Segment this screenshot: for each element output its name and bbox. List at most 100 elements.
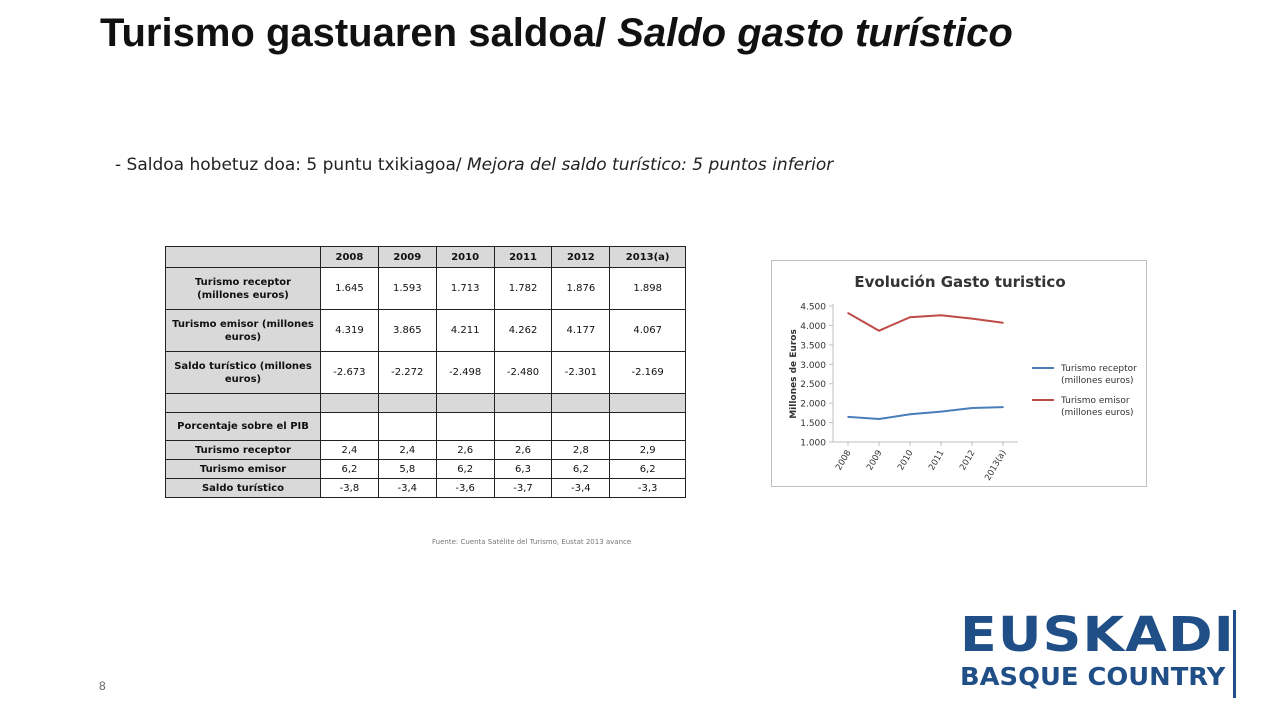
table-cell: 6,2 — [435, 459, 495, 479]
page-number: 8 — [99, 679, 106, 693]
table-spacer-row — [165, 393, 686, 413]
y-tick-label: 4.000 — [800, 322, 826, 332]
data-point — [847, 416, 849, 418]
line-chart: Evolución Gasto turistico 1.000 1.500 2.000… — [771, 260, 1147, 487]
table-cell: 4.177 — [551, 309, 611, 352]
row-label: Saldo turístico — [165, 478, 321, 498]
spacer-cell — [320, 393, 379, 413]
table-cell: 6,2 — [320, 459, 379, 479]
y-tick-label: 4.500 — [800, 303, 826, 313]
slide-title: Turismo gastuaren saldoa/ Saldo gasto tu… — [100, 8, 1100, 58]
table-corner-cell — [165, 246, 321, 268]
legend-label: Turismo emisor — [1060, 396, 1130, 406]
table-cell: 3.865 — [377, 309, 437, 352]
table-cell: 2,8 — [551, 440, 611, 460]
series-line-receptor — [847, 406, 1004, 421]
y-tick-label: 1.500 — [800, 419, 826, 429]
y-tick-label: 1.000 — [800, 439, 826, 449]
empty-cell — [551, 412, 611, 441]
y-tick-label: 3.500 — [800, 341, 826, 351]
source-note: Fuente: Cuenta Satélite del Turismo, Eus… — [432, 538, 632, 546]
chart-title: Evolución Gasto turistico — [854, 273, 1065, 291]
empty-cell — [320, 412, 379, 441]
slide-title-italic: Saldo gasto turístico — [617, 11, 1013, 55]
row-label: Turismo receptor (millones euros) — [165, 267, 321, 310]
table-cell: 5,8 — [377, 459, 437, 479]
subtitle-italic: Mejora del saldo turístico: 5 puntos inf… — [467, 155, 834, 175]
x-tick-label: 2010 — [896, 449, 915, 473]
table-header-cell: 2013(a) — [609, 246, 686, 268]
table-cell: -2.272 — [377, 351, 437, 394]
table-cell: 2,9 — [609, 440, 686, 460]
x-tick-label: 2013(a) — [983, 449, 1008, 483]
table-header-cell: 2010 — [435, 246, 495, 268]
table-cell: 1.713 — [435, 267, 495, 310]
row-label: Turismo emisor (millones euros) — [165, 309, 321, 352]
table-cell: -2.301 — [551, 351, 611, 394]
euskadi-logo: EUSKADI BASQUE COUNTRY — [960, 608, 1236, 698]
logo-line1: EUSKADI — [960, 607, 1235, 663]
tourism-data-table: 2008 2009 2010 2011 2012 2013(a) Turismo… — [165, 246, 686, 498]
table-header-cell: 2009 — [377, 246, 437, 268]
spacer-cell — [493, 393, 553, 413]
table-row: Turismo emisor (millones euros) 4.319 3.… — [165, 309, 686, 352]
data-point — [971, 407, 973, 409]
table-cell: -2.673 — [320, 351, 379, 394]
data-point — [878, 329, 880, 332]
table-cell: 1.645 — [320, 267, 379, 310]
data-point — [1002, 406, 1004, 408]
data-point — [971, 317, 973, 320]
y-tick-label: 2.000 — [800, 400, 826, 410]
table-cell: 1.593 — [377, 267, 437, 310]
slide-subtitle: - Saldoa hobetuz doa: 5 puntu txikiagoa/… — [115, 155, 833, 175]
table-cell: 4.211 — [435, 309, 495, 352]
empty-cell — [609, 412, 686, 441]
table-header-row: 2008 2009 2010 2011 2012 2013(a) — [165, 246, 686, 268]
chart-svg: Evolución Gasto turistico 1.000 1.500 2.000… — [789, 273, 1137, 483]
spacer-cell — [165, 393, 321, 413]
table-cell: -3,3 — [609, 478, 686, 498]
empty-cell — [435, 412, 495, 441]
legend-label: (millones euros) — [1061, 376, 1134, 386]
table-cell: 1.876 — [551, 267, 611, 310]
subtitle-main: - Saldoa hobetuz doa: 5 puntu txikiagoa/ — [115, 155, 467, 175]
table-cell: -3,7 — [493, 478, 553, 498]
x-tick-label: 2011 — [927, 449, 946, 473]
data-point — [940, 314, 942, 317]
table-cell: 1.782 — [493, 267, 553, 310]
table-cell: 2,4 — [377, 440, 437, 460]
legend-label: Turismo receptor — [1060, 364, 1137, 374]
table-header-cell: 2008 — [320, 246, 379, 268]
pib-label: Porcentaje sobre el PIB — [165, 412, 321, 441]
x-tick-label: 2008 — [834, 449, 853, 473]
row-label: Turismo emisor — [165, 459, 321, 479]
pib-header-row: Porcentaje sobre el PIB — [165, 412, 686, 441]
table-cell: 4.067 — [609, 309, 686, 352]
table-cell: 2,6 — [493, 440, 553, 460]
data-point — [1002, 322, 1004, 324]
table-row: Saldo turístico (millones euros) -2.673 … — [165, 351, 686, 394]
series-line-emisor — [847, 312, 1004, 332]
spacer-cell — [435, 393, 495, 413]
data-point — [909, 316, 911, 319]
table-cell: -3,8 — [320, 478, 379, 498]
spacer-cell — [609, 393, 686, 413]
table-cell: -3,4 — [551, 478, 611, 498]
data-point — [847, 312, 849, 314]
spacer-cell — [377, 393, 437, 413]
x-tick-label: 2012 — [958, 449, 977, 473]
table-cell: -2.480 — [493, 351, 553, 394]
empty-cell — [377, 412, 437, 441]
table-cell: 2,4 — [320, 440, 379, 460]
x-tick-label: 2009 — [865, 449, 884, 473]
y-tick-label: 2.500 — [800, 380, 826, 390]
slide-title-main: Turismo gastuaren saldoa/ — [100, 11, 618, 55]
table-cell: 6,3 — [493, 459, 553, 479]
y-tick-label: 3.000 — [800, 361, 826, 371]
table-row: Saldo turístico -3,8 -3,4 -3,6 -3,7 -3,4… — [165, 478, 686, 498]
empty-cell — [493, 412, 553, 441]
table-cell: 4.319 — [320, 309, 379, 352]
table-cell: 6,2 — [551, 459, 611, 479]
data-point — [940, 410, 942, 413]
table-cell: 2,6 — [435, 440, 495, 460]
